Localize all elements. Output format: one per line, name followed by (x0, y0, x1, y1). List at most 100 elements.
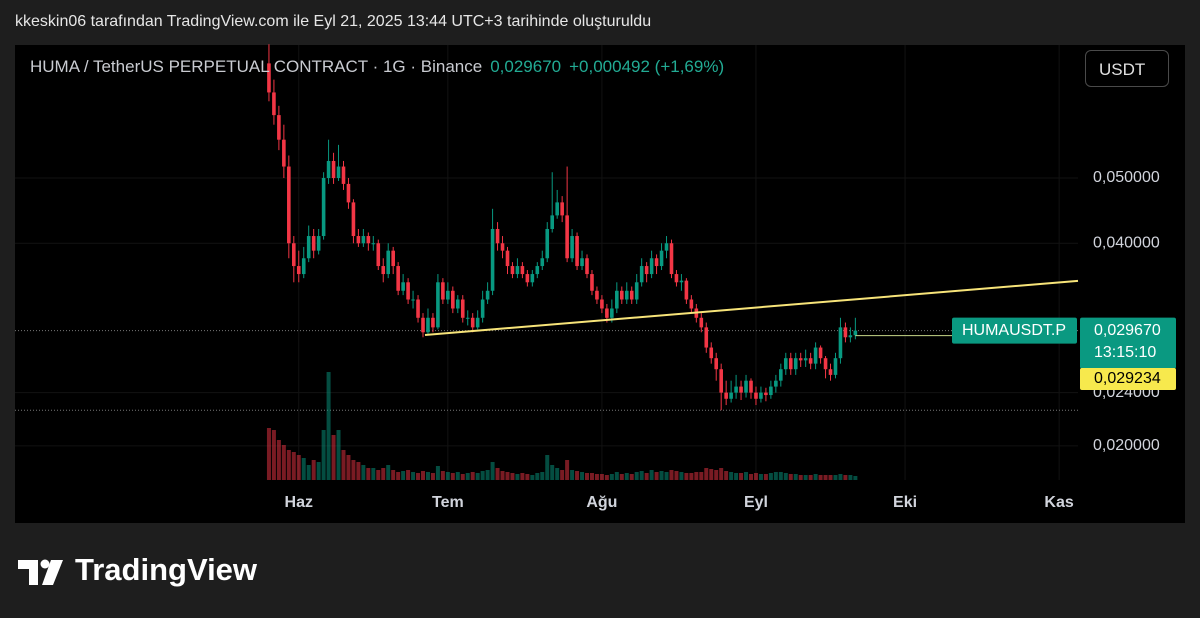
candle-body (674, 274, 679, 283)
x-tick-label: Tem (432, 494, 464, 511)
candle-body (684, 280, 689, 300)
volume-bar (843, 475, 848, 480)
volume-bar (376, 470, 381, 480)
candle-body (585, 258, 589, 275)
volume-bar (331, 435, 336, 480)
candle-body (431, 317, 435, 328)
candle-body (470, 317, 475, 328)
volume-bar (425, 472, 430, 480)
candle-body (689, 299, 694, 309)
volume-bar (778, 472, 783, 480)
volume-bar (783, 473, 788, 480)
candle-body (371, 243, 376, 245)
candle-body (525, 274, 530, 283)
candle-body (475, 317, 480, 328)
candle-body (639, 266, 644, 283)
volume-bar (435, 466, 440, 480)
candle-body (421, 317, 425, 333)
candle-body (828, 369, 833, 375)
candle-body (749, 380, 753, 393)
brand: TradingView (75, 552, 258, 587)
volume-bar (296, 455, 301, 480)
y-tick-label: 0,040000 (1093, 234, 1160, 251)
candle-body (600, 299, 604, 309)
volume-bar (828, 475, 833, 480)
candle-body (505, 250, 510, 267)
caption: kkeskin06 tarafından TradingView.com ile… (15, 13, 652, 30)
volume-bar (361, 465, 366, 480)
volume-bar (346, 455, 351, 480)
volume-bar (321, 430, 326, 480)
candle-body (287, 166, 291, 244)
volume-bar (266, 428, 271, 480)
volume-bar (316, 462, 321, 480)
candle-body (788, 358, 793, 370)
volume-bar (500, 471, 505, 480)
candle-body (376, 243, 381, 267)
volume-bar (674, 471, 679, 480)
volume-bar (714, 470, 719, 480)
volume-bar (664, 472, 669, 480)
volume-bar (301, 458, 306, 480)
volume-bar (823, 475, 828, 480)
candle-body (644, 266, 649, 275)
volume-bar (748, 474, 753, 480)
chart-panel (15, 45, 1185, 523)
volume-bar (550, 465, 555, 480)
candle-body (575, 236, 579, 267)
header: HUMA / TetherUS PERPETUAL CONTRACT · 1G … (30, 57, 724, 77)
volume-bar (416, 473, 421, 480)
volume-bar (366, 468, 371, 480)
volume-bar (599, 474, 604, 480)
volume-bar (719, 468, 724, 480)
last-price-label: 0,029670 (1094, 322, 1161, 339)
candle-body (316, 236, 321, 251)
candle-body (629, 290, 634, 300)
volume-bar (699, 472, 704, 480)
logo-icon (18, 559, 63, 585)
x-tick-label: Ağu (586, 494, 617, 511)
volume-bar (565, 460, 570, 480)
volume-bar (401, 471, 406, 480)
volume-bar (614, 472, 619, 480)
candle-body (659, 250, 664, 267)
volume-bar (271, 430, 276, 480)
candle-body (779, 369, 783, 381)
change: +0,000492 (+1,69%) (569, 57, 725, 76)
candle-body (530, 274, 535, 283)
x-tick-label: Eki (893, 494, 917, 511)
volume-bar (654, 472, 659, 480)
candle-body (595, 290, 599, 300)
volume-bar (604, 475, 609, 480)
volume-bar (520, 473, 525, 480)
volume-bar (724, 471, 729, 480)
candle-body (460, 299, 465, 318)
y-tick-label: 0,050000 (1093, 169, 1160, 186)
candle-body (823, 358, 828, 370)
candle-body (774, 380, 778, 387)
volume-bar (540, 472, 545, 480)
candle-body (540, 258, 545, 267)
volume-bar (381, 468, 386, 480)
candle-body (719, 369, 723, 393)
volume-bar (803, 475, 808, 480)
volume-bar (694, 472, 699, 480)
candle-body (729, 392, 733, 399)
candle-body (451, 290, 455, 309)
line-price-tag (1080, 368, 1176, 390)
currency-button[interactable]: USDT (1085, 50, 1169, 87)
candle-body (341, 166, 346, 184)
volume-bar (430, 473, 435, 480)
candle-body (838, 327, 843, 359)
candle-body (769, 386, 773, 396)
volume-bar (818, 475, 823, 480)
volume-bar (341, 450, 346, 480)
volume-bar (768, 473, 773, 480)
candle-body (555, 202, 559, 216)
volume-bar (575, 471, 580, 480)
volume-bar (440, 471, 445, 480)
volume-bar (758, 474, 763, 480)
price-tag (1080, 317, 1176, 369)
